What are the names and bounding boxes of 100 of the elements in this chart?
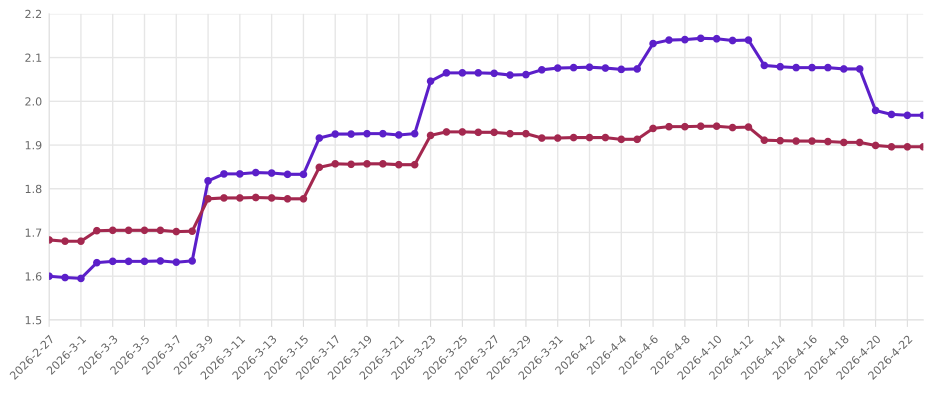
point — [840, 138, 848, 146]
point — [602, 134, 610, 142]
point — [124, 226, 132, 234]
point — [252, 194, 260, 202]
point — [633, 136, 642, 144]
point — [172, 258, 180, 266]
point — [204, 194, 212, 203]
point — [108, 258, 117, 266]
point — [490, 69, 498, 78]
point — [363, 160, 371, 168]
point — [712, 34, 720, 43]
point — [712, 122, 720, 130]
point — [300, 194, 308, 203]
point — [554, 134, 562, 142]
point — [93, 258, 101, 266]
point — [904, 142, 912, 151]
point — [236, 170, 244, 178]
point — [474, 128, 482, 136]
point — [506, 71, 514, 79]
point — [426, 132, 434, 140]
point — [665, 122, 673, 130]
point — [268, 169, 276, 177]
point — [379, 130, 387, 138]
y-tick-label: 2.1 — [25, 54, 42, 62]
point — [538, 66, 546, 74]
point — [108, 226, 117, 234]
point — [696, 34, 705, 42]
point — [426, 77, 434, 85]
point — [442, 128, 450, 136]
point — [220, 170, 228, 178]
point — [410, 160, 419, 169]
point — [570, 134, 578, 142]
point — [124, 258, 132, 266]
point — [681, 36, 689, 44]
point — [554, 64, 562, 72]
y-tick-label: 1.9 — [26, 140, 42, 150]
point — [506, 130, 514, 138]
point — [728, 124, 736, 132]
point — [888, 110, 896, 118]
point — [204, 177, 212, 185]
y-tick-label: 1.7 — [26, 228, 42, 237]
point — [776, 136, 784, 144]
point — [792, 64, 800, 72]
y-tick-label: 2.2 — [25, 10, 42, 18]
y-tick-label: 2.0 — [25, 97, 42, 106]
point — [760, 136, 768, 144]
point — [458, 128, 466, 136]
point — [792, 137, 800, 145]
point — [331, 160, 340, 168]
point — [61, 274, 69, 282]
point — [888, 142, 896, 151]
point — [331, 130, 340, 138]
point — [490, 128, 498, 136]
point — [776, 62, 784, 71]
point — [665, 36, 673, 44]
point — [394, 131, 403, 139]
point — [649, 124, 657, 132]
point — [522, 130, 530, 138]
point — [77, 274, 85, 282]
point — [140, 258, 148, 266]
point — [840, 65, 848, 73]
point — [808, 64, 816, 72]
point — [284, 170, 292, 178]
y-tick-label: 1.5 — [26, 316, 42, 324]
point — [728, 36, 736, 44]
point — [602, 64, 610, 72]
point — [744, 36, 752, 44]
point — [617, 136, 626, 144]
point — [824, 138, 832, 146]
point — [252, 168, 260, 176]
point — [268, 194, 276, 202]
point — [617, 66, 626, 74]
point — [156, 226, 164, 234]
point — [744, 123, 752, 131]
point — [872, 142, 880, 150]
point — [300, 170, 308, 178]
point — [904, 111, 912, 120]
point — [410, 130, 419, 138]
point — [316, 164, 324, 172]
point — [347, 130, 355, 138]
point — [236, 194, 244, 202]
point — [522, 70, 530, 78]
point — [188, 227, 196, 235]
point — [681, 122, 689, 130]
point — [61, 237, 69, 246]
point — [379, 160, 387, 168]
point — [140, 226, 148, 234]
point — [363, 130, 371, 138]
point — [458, 69, 466, 77]
point — [586, 63, 594, 71]
point — [394, 160, 403, 169]
y-tick-label: 1.8 — [26, 184, 42, 194]
point — [649, 40, 657, 48]
point — [760, 62, 768, 70]
point — [284, 194, 292, 203]
point — [538, 134, 546, 142]
point — [347, 160, 355, 168]
point — [696, 122, 705, 130]
point — [474, 69, 482, 77]
point — [93, 226, 101, 235]
